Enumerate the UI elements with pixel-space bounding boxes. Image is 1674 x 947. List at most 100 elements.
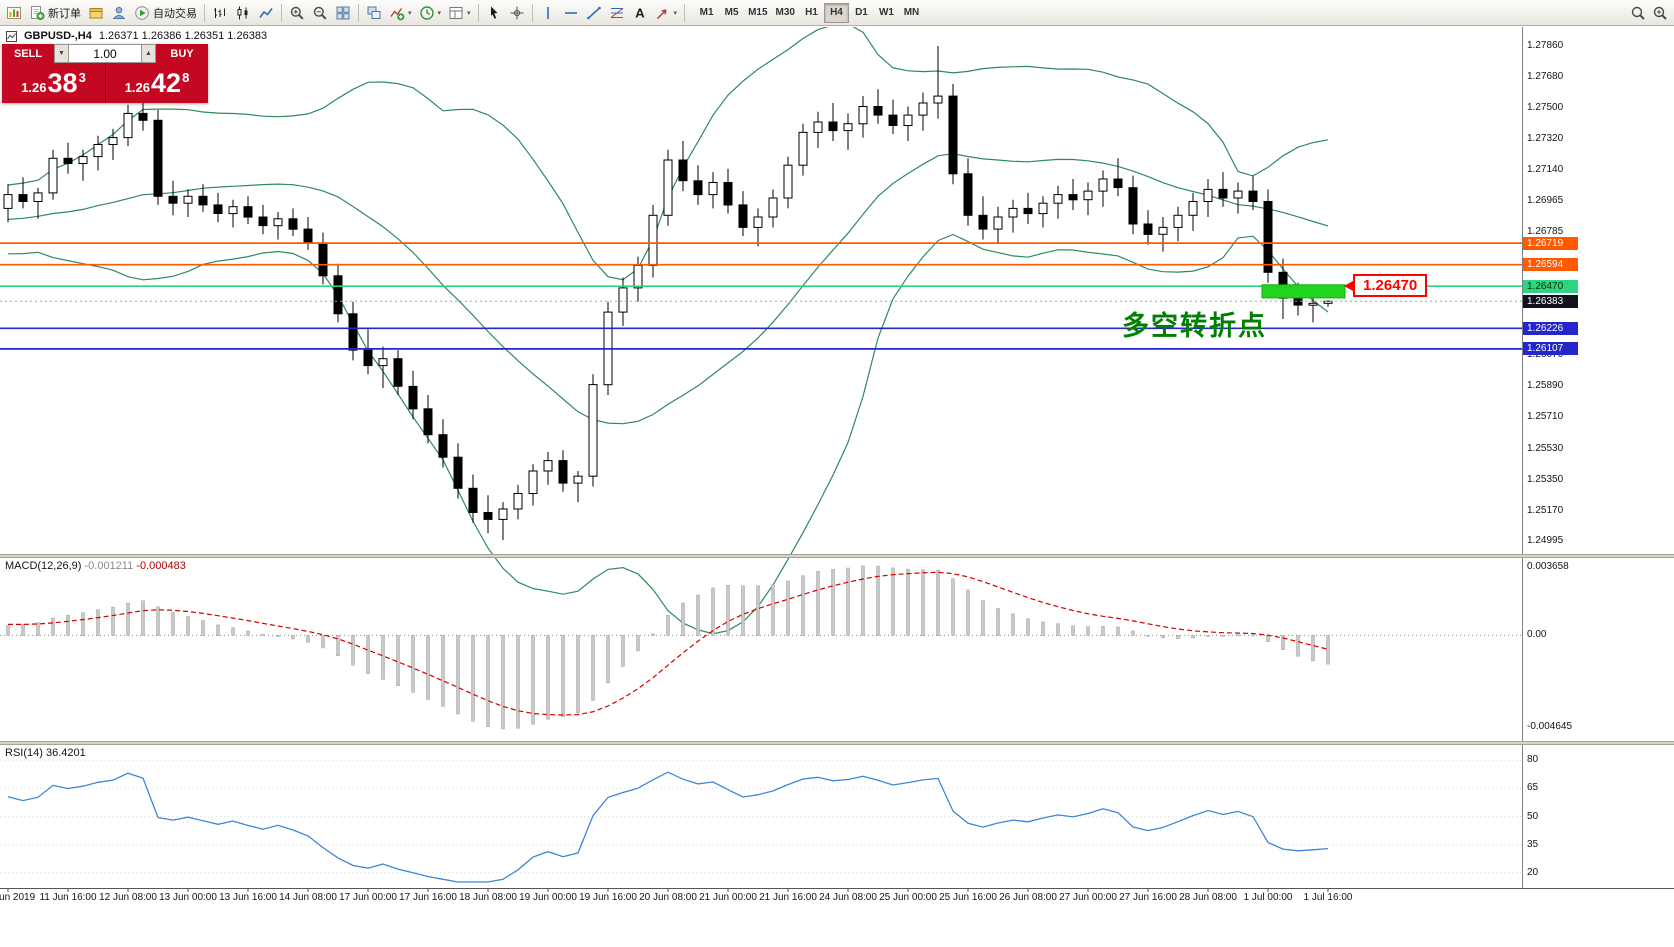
indicators-button[interactable]: ▾ — [386, 2, 415, 24]
price-axis-label: 1.25170 — [1527, 504, 1564, 516]
macd-histogram — [6, 565, 1330, 730]
toolbar-separator — [477, 3, 479, 22]
price-callout-label[interactable]: 1.26470 — [1353, 274, 1428, 297]
candle-body — [543, 460, 553, 472]
timeframe-d1-button[interactable]: D1 — [849, 3, 874, 23]
timeframe-m5-button[interactable]: M5 — [719, 3, 744, 23]
line-chart-icon — [259, 7, 273, 18]
macd-bar — [636, 635, 640, 652]
templates-button[interactable]: ▾ — [445, 2, 474, 24]
time-axis-label: 21 Jun 16:00 — [759, 892, 817, 903]
chart-title: GBPUSD-,H4 1.26371 1.26386 1.26351 1.263… — [6, 30, 267, 42]
pane-separator-macd[interactable] — [0, 554, 1674, 558]
symbol-search-button[interactable] — [1627, 2, 1649, 24]
time-axis-label: 27 Jun 16:00 — [1119, 892, 1177, 903]
macd-axis-label: 0.003658 — [1527, 561, 1569, 572]
macd-bar — [426, 635, 430, 700]
candle-body — [498, 508, 508, 520]
main-toolbar: 新订单 自动交易 ▾ ▾ ▾ A ▾ M1 M5 M15 M30 H1 H4 D1 W1 MN — [0, 0, 1674, 26]
candle-body — [588, 384, 598, 477]
price-axis-label: 1.26785 — [1527, 225, 1564, 237]
highlight-zone-rect[interactable] — [1261, 284, 1346, 299]
toolbar-separator — [684, 3, 686, 22]
candlestick-chart-button[interactable] — [232, 2, 254, 24]
macd-bar — [351, 635, 355, 666]
candle-body — [888, 114, 898, 126]
zoom-out-button[interactable] — [309, 2, 331, 24]
candle-body — [858, 106, 868, 125]
sell-button[interactable]: SELL — [2, 44, 54, 63]
candle-body — [153, 119, 163, 197]
app-chart-icon — [3, 2, 25, 24]
periods-button[interactable]: ▾ — [416, 2, 445, 24]
chart-window[interactable]: GBPUSD-,H4 1.26371 1.26386 1.26351 1.263… — [0, 27, 1674, 947]
layouts-button[interactable] — [85, 2, 107, 24]
pane-separator-rsi[interactable] — [0, 741, 1674, 745]
price-chart-canvas[interactable] — [0, 27, 1674, 908]
line-chart-button[interactable] — [255, 2, 277, 24]
chart-mini-icon — [6, 30, 17, 42]
timeframe-m30-button[interactable]: M30 — [772, 3, 799, 23]
tile-windows-button[interactable] — [332, 2, 354, 24]
candle-body — [63, 157, 73, 165]
candle-body — [408, 385, 418, 410]
candle-body — [678, 159, 688, 182]
candle-body — [18, 194, 28, 203]
timeframe-mn-button[interactable]: MN — [899, 3, 924, 23]
rsi-axis-label: 20 — [1527, 866, 1539, 878]
ohlc-values: 1.26371 1.26386 1.26351 1.26383 — [98, 30, 268, 42]
macd-bar — [246, 630, 250, 636]
horizontal-line-button[interactable] — [560, 2, 582, 24]
macd-bar — [381, 635, 385, 680]
time-axis-label: 21 Jun 00:00 — [699, 892, 757, 903]
timeframe-h4-button[interactable]: H4 — [823, 2, 849, 23]
bollinger-middle-band-line — [7, 153, 1329, 425]
macd-bar — [231, 627, 235, 636]
macd-bar — [981, 600, 985, 636]
profile-button[interactable] — [108, 2, 130, 24]
sell-price[interactable]: 1.26 38 3 — [2, 63, 105, 103]
quick-search-button[interactable] — [1649, 2, 1671, 24]
timeframe-h1-button[interactable]: H1 — [799, 3, 824, 23]
macd-bar — [306, 635, 310, 643]
rsi-line — [7, 771, 1329, 883]
zoom-in-button[interactable] — [286, 2, 308, 24]
cursor-button[interactable] — [483, 2, 505, 24]
price-axis-label: 1.27320 — [1527, 133, 1564, 145]
time-axis-border — [0, 888, 1674, 889]
timeframe-m15-button[interactable]: M15 — [744, 3, 771, 23]
volume-decrease-button[interactable]: ▼ — [54, 44, 69, 63]
buy-price[interactable]: 1.26 42 8 — [105, 63, 208, 103]
trendline-button[interactable] — [583, 2, 605, 24]
text-label-button[interactable]: A — [629, 2, 651, 24]
rsi-axis-label: 80 — [1527, 754, 1539, 766]
fibonacci-button[interactable] — [606, 2, 628, 24]
timeframe-m1-button[interactable]: M1 — [694, 3, 719, 23]
price-badge-1.26594: 1.26594 — [1523, 258, 1578, 272]
buy-button[interactable]: BUY — [156, 44, 208, 63]
vertical-line-button[interactable] — [537, 2, 559, 24]
candle-body — [753, 216, 763, 228]
candle-body — [573, 475, 583, 484]
time-axis-label: 1 Jul 00:00 — [1243, 892, 1293, 903]
trade-panel-controls: SELL ▼ ▲ BUY — [2, 44, 208, 63]
autotrading-button[interactable]: 自动交易 — [131, 2, 200, 24]
volume-increase-button[interactable]: ▲ — [141, 44, 156, 63]
bar-chart-button[interactable] — [209, 2, 231, 24]
macd-bar — [1116, 626, 1120, 636]
timeframe-w1-button[interactable]: W1 — [874, 3, 899, 23]
crosshair-button[interactable] — [506, 2, 528, 24]
macd-bar — [336, 635, 340, 657]
candle-body — [933, 95, 943, 104]
new-order-button[interactable]: 新订单 — [26, 2, 84, 24]
candle-body — [1263, 201, 1273, 273]
macd-bar — [681, 602, 685, 636]
price-axis-border — [1522, 27, 1523, 888]
macd-bar — [1176, 635, 1180, 639]
candle-body — [468, 487, 478, 513]
cascade-windows-button[interactable] — [363, 2, 385, 24]
arrows-button[interactable]: ▾ — [652, 2, 681, 24]
volume-input[interactable] — [69, 44, 141, 63]
candle-body — [618, 287, 628, 313]
candle-body — [33, 192, 43, 202]
